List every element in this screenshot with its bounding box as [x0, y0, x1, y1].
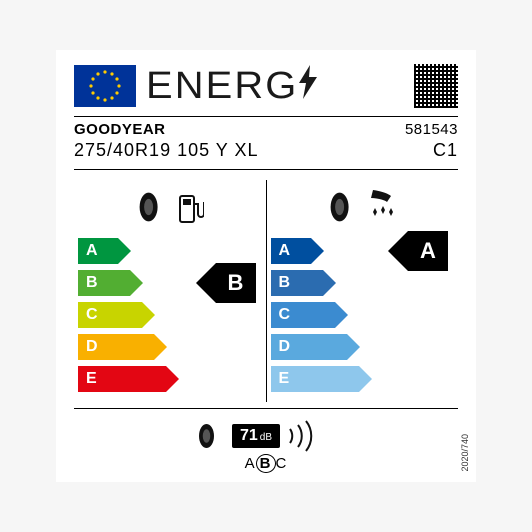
- tyre-spec: 275/40R19 105 Y XL: [74, 140, 258, 161]
- rating-bar-C: C: [271, 302, 455, 328]
- rating-bar: A: [271, 238, 311, 264]
- wet-panel: AABCDE: [266, 180, 459, 402]
- spec-row: 275/40R19 105 Y XL C1: [74, 140, 458, 161]
- rating-bar: E: [78, 366, 166, 392]
- rating-bar-B: B: [271, 270, 455, 296]
- rating-bar-label: B: [86, 274, 98, 292]
- tyre-energy-label: ENERG GOODYEAR 581543 275/40R19 105 Y XL…: [56, 50, 476, 482]
- fuel-rating-bars: ABBCDE: [78, 238, 262, 392]
- wet-rating-bars: AA BCDE: [271, 238, 455, 392]
- noise-section: 71 dB ABC: [74, 408, 458, 472]
- wet-grip-icon: [271, 184, 455, 230]
- noise-class-B: B: [256, 454, 276, 473]
- rating-bar-D: D: [78, 334, 262, 360]
- rating-bar: D: [271, 334, 347, 360]
- article-number: 581543: [405, 121, 458, 138]
- noise-db-badge: 71 dB: [232, 424, 280, 448]
- header: ENERG: [74, 64, 458, 108]
- noise-db-value: 71: [240, 427, 258, 445]
- rating-bar: A: [78, 238, 118, 264]
- noise-classes: ABC: [245, 455, 288, 472]
- noise-class-A: A: [245, 455, 256, 472]
- eu-flag-icon: [74, 65, 136, 107]
- rating-bar-label: C: [279, 306, 291, 324]
- divider: [74, 116, 458, 117]
- rating-bar: C: [78, 302, 142, 328]
- rating-bar-label: D: [86, 338, 98, 356]
- rating-bar-A: AA: [271, 238, 455, 264]
- qr-code-icon: [414, 64, 458, 108]
- divider: [74, 169, 458, 170]
- brand: GOODYEAR: [74, 121, 166, 138]
- noise-db-unit: dB: [260, 432, 272, 443]
- fuel-efficiency-icon: [78, 184, 262, 230]
- rating-bar: D: [78, 334, 154, 360]
- rating-marker: B: [216, 263, 256, 303]
- rating-bar: B: [271, 270, 323, 296]
- sound-waves-icon: [286, 419, 336, 453]
- rating-bar-C: C: [78, 302, 262, 328]
- rating-bar-label: A: [279, 242, 291, 260]
- rating-panels: ABBCDE AABCDE: [74, 180, 458, 402]
- tyre-class: C1: [433, 140, 458, 161]
- noise-tire-icon: [196, 421, 226, 451]
- rating-bar-label: D: [279, 338, 291, 356]
- lightning-icon: [297, 65, 319, 107]
- rating-bar-D: D: [271, 334, 455, 360]
- rating-bar-A: A: [78, 238, 262, 264]
- rating-bar-label: E: [279, 370, 290, 388]
- energy-title: ENERG: [146, 65, 298, 108]
- rating-bar-label: B: [279, 274, 291, 292]
- rating-bar: B: [78, 270, 130, 296]
- rating-marker: A: [408, 231, 448, 271]
- fuel-panel: ABBCDE: [74, 180, 266, 402]
- rating-bar: C: [271, 302, 335, 328]
- rating-bar-label: C: [86, 306, 98, 324]
- brand-row: GOODYEAR 581543: [74, 121, 458, 138]
- regulation-number: 2020/740: [460, 434, 470, 472]
- rating-bar-E: E: [78, 366, 262, 392]
- rating-bar-label: A: [86, 242, 98, 260]
- rating-bar-E: E: [271, 366, 455, 392]
- noise-class-C: C: [276, 455, 288, 472]
- rating-bar: E: [271, 366, 359, 392]
- rating-bar-label: E: [86, 370, 97, 388]
- rating-bar-B: BB: [78, 270, 262, 296]
